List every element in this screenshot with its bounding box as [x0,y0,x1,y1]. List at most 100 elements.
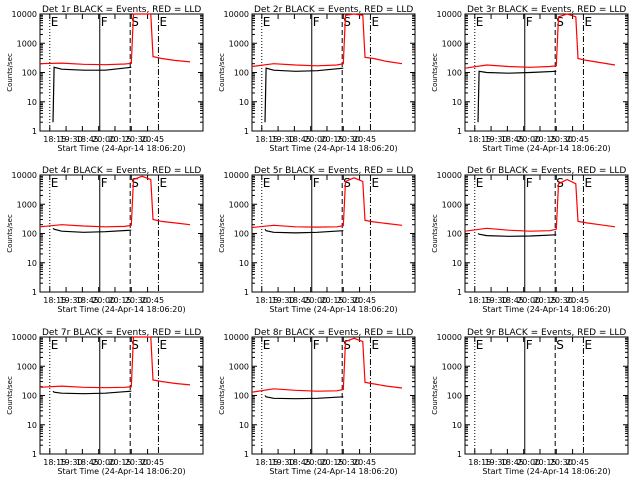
marker-label: S [131,15,139,29]
marker-label: E [476,15,484,29]
marker-label: E [371,15,379,29]
y-tick-label: 10 [452,421,462,430]
x-tick-label: 18:45 [288,135,311,144]
panel-title: Det 4r BLACK = Events, RED = LLD [42,166,201,176]
series-line-lld [39,336,191,389]
y-tick-label: 10000 [437,333,462,342]
series-line-lld [251,177,403,229]
marker-label: E [476,176,484,190]
plot-frame [251,336,416,455]
y-tick-label: 1000 [229,362,249,371]
marker-label: S [556,338,564,352]
x-tick-label: 20:00 [517,135,540,144]
x-tick-label: 20:15 [108,458,131,467]
series-line-events [264,395,344,400]
plot-frame [39,13,204,132]
x-tick-label: 20:45 [566,135,589,144]
y-axis-label: Counts/sec [431,214,439,253]
marker-label: S [131,176,139,190]
marker-label: F [101,338,108,352]
panel-title: Det 3r BLACK = Events, RED = LLD [467,5,626,15]
x-tick-label: 18:15 [468,458,491,467]
series-line-events [264,228,344,234]
y-tick-label: 10 [27,421,37,430]
marker-label: F [313,15,320,29]
y-tick-label: 10000 [224,10,249,19]
x-tick-label: 20:00 [92,296,115,305]
marker-label: S [343,15,351,29]
x-tick-label: 20:15 [533,458,556,467]
x-axis-label: Start Time (24-Apr-14 18:06:20) [482,305,610,314]
x-axis-label: Start Time (24-Apr-14 18:06:20) [482,144,610,153]
x-tick-label: 20:00 [304,458,327,467]
y-tick-label: 100 [22,69,37,78]
series-line-events [52,66,132,123]
x-tick-label: 20:30 [550,296,573,305]
marker-label: E [51,338,59,352]
y-tick-label: 100 [234,230,249,239]
x-tick-label: 20:45 [141,458,164,467]
y-axis-label: Counts/sec [431,376,439,415]
y-tick-label: 1 [457,288,462,297]
marker-label: F [101,15,108,29]
y-tick-label: 1 [244,450,249,459]
marker-label: E [476,338,484,352]
y-tick-label: 100 [447,230,462,239]
panel-2: Det 2r BLACK = Events, RED = LLD 1 10 100 10… [218,5,416,153]
panel-1: Det 1r BLACK = Events, RED = LLD 1 10 100 10… [6,5,204,153]
y-tick-label: 1 [244,288,249,297]
y-axis-label: Counts/sec [6,376,14,415]
x-tick-label: 20:45 [566,458,589,467]
y-axis-label: Counts/sec [218,214,226,253]
x-tick-label: 19:30 [60,458,83,467]
x-tick-label: 18:45 [76,135,99,144]
x-tick-label: 20:30 [550,135,573,144]
y-tick-label: 1000 [229,39,249,48]
x-tick-label: 20:45 [353,458,376,467]
x-tick-label: 20:00 [517,296,540,305]
x-tick-label: 19:30 [60,135,83,144]
y-tick-label: 1000 [229,200,249,209]
x-tick-label: 20:15 [108,135,131,144]
y-tick-label: 10000 [12,171,37,180]
y-tick-label: 1000 [442,200,462,209]
panel-6: Det 6r BLACK = Events, RED = LLD 1 10 100 10… [431,166,629,314]
x-tick-label: 18:15 [255,135,278,144]
y-tick-label: 10000 [12,10,37,19]
series-line-lld [464,13,616,69]
x-axis-label: Start Time (24-Apr-14 18:06:20) [482,467,610,476]
marker-label: E [263,15,271,29]
y-tick-label: 100 [22,392,37,401]
x-tick-label: 18:45 [76,458,99,467]
x-tick-label: 19:30 [272,296,295,305]
x-axis-label: Start Time (24-Apr-14 18:06:20) [269,305,397,314]
series-line-lld [251,13,403,68]
x-axis-label: Start Time (24-Apr-14 18:06:20) [57,305,185,314]
y-tick-label: 1000 [17,39,37,48]
x-tick-label: 20:00 [304,296,327,305]
plot-frame [464,336,629,455]
x-axis-label: Start Time (24-Apr-14 18:06:20) [57,467,185,476]
marker-label: E [159,176,167,190]
marker-label: S [343,338,351,352]
x-tick-label: 20:15 [533,296,556,305]
panel-title: Det 6r BLACK = Events, RED = LLD [467,166,626,176]
y-tick-label: 1 [32,450,37,459]
x-tick-label: 20:30 [125,458,148,467]
x-tick-label: 19:30 [272,135,295,144]
x-tick-label: 20:30 [337,296,360,305]
x-tick-label: 18:45 [288,296,311,305]
y-tick-label: 100 [447,392,462,401]
y-tick-label: 10000 [437,171,462,180]
x-tick-label: 19:30 [485,458,508,467]
series-line-events [477,70,557,123]
x-tick-label: 20:00 [92,135,115,144]
x-tick-label: 20:45 [141,296,164,305]
panel-title: Det 8r BLACK = Events, RED = LLD [254,328,413,338]
y-tick-label: 1 [32,288,37,297]
marker-label: E [584,338,592,352]
plot-frame [251,174,416,293]
y-tick-label: 100 [22,230,37,239]
marker-label: E [51,15,59,29]
